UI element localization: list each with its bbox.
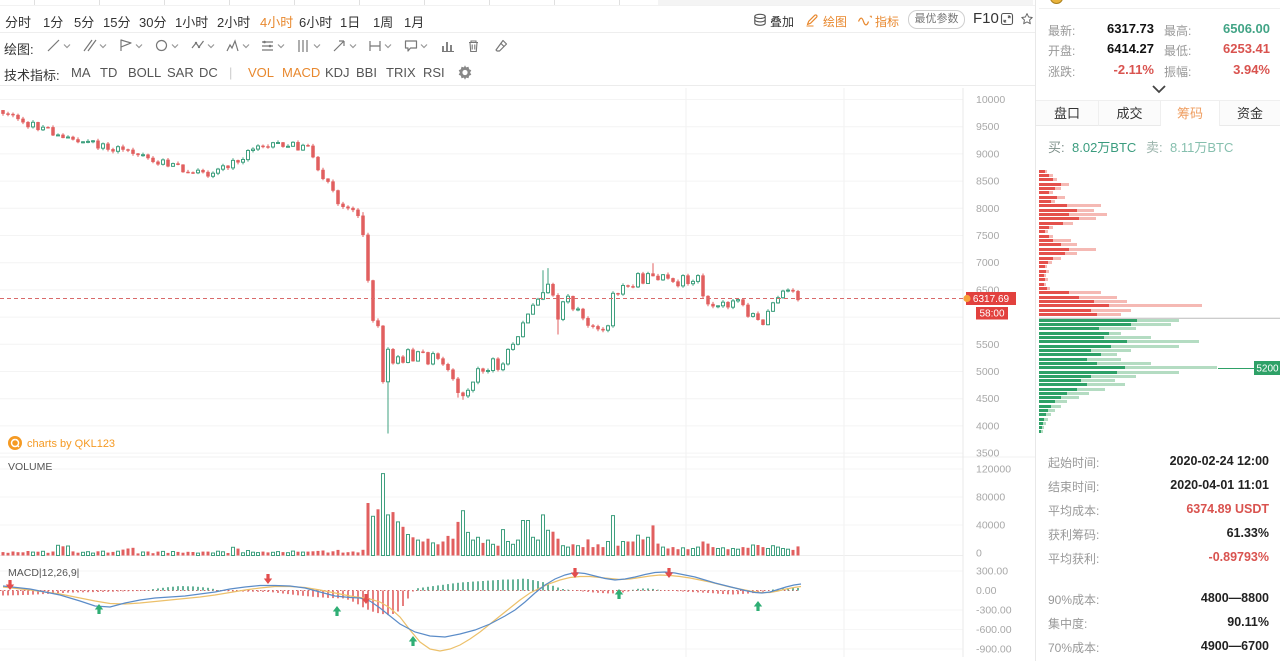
svg-text:7500: 7500 (976, 230, 1000, 242)
svg-text:VOLUME: VOLUME (8, 461, 52, 473)
svg-text:0: 0 (976, 548, 982, 560)
svg-text:-600.00: -600.00 (976, 624, 1012, 636)
svg-text:-300.00: -300.00 (976, 605, 1012, 617)
svg-text:9500: 9500 (976, 121, 1000, 133)
svg-text:3500: 3500 (976, 448, 1000, 460)
svg-text:5500: 5500 (976, 339, 1000, 351)
svg-text:300.00: 300.00 (976, 566, 1008, 578)
svg-text:120000: 120000 (976, 464, 1011, 476)
svg-text:4000: 4000 (976, 420, 1000, 432)
svg-text:9000: 9000 (976, 148, 1000, 160)
svg-text:5000: 5000 (976, 366, 1000, 378)
svg-text:8500: 8500 (976, 176, 1000, 188)
svg-text:8000: 8000 (976, 203, 1000, 215)
svg-text:-900.00: -900.00 (976, 644, 1012, 656)
svg-text:5200: 5200 (1256, 364, 1279, 375)
svg-text:58:00: 58:00 (979, 309, 1004, 320)
svg-text:7000: 7000 (976, 257, 1000, 269)
svg-text:80000: 80000 (976, 492, 1005, 504)
svg-text:40000: 40000 (976, 520, 1005, 532)
svg-text:MACD|12,26,9|: MACD|12,26,9| (8, 567, 79, 579)
svg-text:0.00: 0.00 (976, 585, 997, 597)
svg-text:6317.69: 6317.69 (973, 294, 1010, 305)
svg-text:10000: 10000 (976, 94, 1005, 106)
svg-text:charts by QKL123: charts by QKL123 (27, 438, 115, 450)
svg-text:4500: 4500 (976, 393, 1000, 405)
